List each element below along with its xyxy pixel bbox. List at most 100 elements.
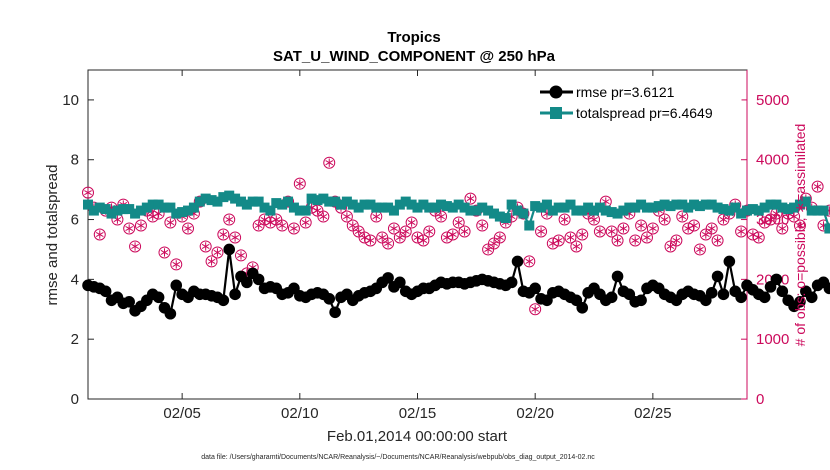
y-axis-left-label: rmse and totalspread — [44, 165, 61, 306]
obs-possible-marker — [564, 231, 577, 244]
obs-point — [788, 210, 801, 223]
totalspread-point — [630, 202, 641, 213]
totalspread-point — [418, 199, 429, 210]
obs-possible-marker — [317, 210, 330, 223]
totalspread-point — [265, 205, 276, 216]
obs-possible-marker — [793, 219, 806, 232]
rmse-point — [382, 272, 394, 284]
obs-point — [134, 219, 147, 232]
obs-assimilated-asterisk — [554, 237, 563, 244]
totalspread-point — [783, 204, 794, 215]
obs-assimilated-asterisk — [672, 237, 681, 244]
obs-possible-marker — [735, 225, 748, 238]
obs-point — [435, 210, 448, 223]
obs-possible-marker — [693, 243, 706, 256]
obs-possible-marker — [705, 222, 718, 235]
totalspread-point — [624, 202, 635, 213]
totalspread-point — [559, 202, 570, 213]
obs-point — [164, 216, 177, 229]
obs-assimilated-asterisk — [231, 234, 239, 241]
totalspread-point — [336, 199, 347, 210]
totalspread-point — [724, 205, 735, 216]
rmse-point — [823, 282, 830, 295]
obs-point — [558, 213, 571, 226]
totalspread-point — [718, 204, 729, 215]
obs-point — [405, 216, 418, 229]
obs-assimilated-asterisk — [495, 234, 504, 241]
obs-assimilated-asterisk — [772, 211, 781, 217]
obs-point — [423, 225, 436, 238]
totalspread-point — [212, 196, 223, 207]
totalspread-point — [653, 201, 664, 212]
totalspread-point — [524, 220, 535, 231]
obs-possible-marker — [276, 219, 289, 232]
obs-possible-marker — [711, 234, 724, 247]
obs-assimilated-asterisk — [184, 225, 192, 232]
totalspread-point — [259, 202, 270, 213]
totalspread-point — [312, 195, 323, 206]
totalspread-point — [700, 199, 711, 210]
obs-possible-marker — [293, 177, 306, 190]
obs-assimilated-asterisk — [813, 184, 822, 190]
rmse-point — [511, 255, 524, 268]
obs-possible-marker — [93, 228, 106, 241]
totalspread-point — [641, 202, 652, 213]
obs-assimilated-asterisk — [484, 246, 492, 252]
totalspread-point — [188, 202, 199, 213]
obs-assimilated-asterisk — [643, 234, 651, 241]
obs-assimilated-asterisk — [778, 225, 787, 232]
totalspread-point — [730, 202, 741, 213]
totalspread-point — [759, 202, 770, 213]
chart-title-line1: Tropics — [387, 29, 440, 46]
obs-point — [564, 231, 577, 244]
obs-point — [123, 222, 136, 235]
rmse-point — [794, 295, 806, 308]
obs-possible-marker — [523, 255, 536, 268]
totalspread-point — [235, 196, 246, 207]
y-left-tick-label: 2 — [71, 331, 79, 348]
y-right-tick-label: 5000 — [756, 92, 789, 109]
obs-possible-marker — [611, 234, 624, 247]
totalspread-point — [765, 199, 776, 210]
obs-assimilated-asterisk — [343, 214, 351, 220]
obs-point — [793, 219, 806, 232]
totalspread-point — [747, 204, 758, 215]
totalspread-point — [512, 205, 523, 216]
totalspread-point — [471, 205, 482, 216]
obs-point — [170, 258, 183, 271]
totalspread-point — [553, 202, 564, 213]
obs-possible-marker — [423, 225, 436, 238]
totalspread-point — [341, 196, 352, 207]
obs-possible-marker — [605, 225, 618, 238]
obs-possible-marker — [134, 219, 147, 232]
obs-assimilated-asterisk — [631, 237, 640, 244]
obs-assimilated-asterisk — [401, 228, 410, 235]
totalspread-point — [406, 199, 417, 210]
legend: rmse pr=3.6121 totalspread pr=6.4649 — [532, 76, 742, 126]
rmse-point — [123, 295, 135, 308]
y-right-tick-label: 4000 — [756, 152, 789, 169]
x-tick-label: 02/05 — [163, 405, 201, 422]
x-tick-label: 02/10 — [281, 405, 319, 422]
legend-spread-marker — [550, 107, 562, 119]
totalspread-point — [612, 208, 623, 219]
totalspread-point — [353, 202, 364, 213]
totalspread-point — [183, 205, 194, 216]
obs-possible-marker — [82, 186, 94, 199]
obs-point — [234, 249, 247, 262]
rmse-point — [329, 306, 341, 319]
obs-assimilated-asterisk — [701, 231, 710, 238]
totalspread-point — [230, 193, 241, 204]
obs-assimilated-asterisk — [531, 306, 540, 312]
totalspread-point — [536, 202, 547, 213]
obs-point — [635, 219, 648, 232]
obs-point — [811, 180, 824, 193]
totalspread-point — [583, 202, 594, 213]
totalspread-point — [706, 199, 717, 210]
obs-possible-marker — [552, 234, 565, 247]
totalspread-point — [400, 196, 411, 207]
rmse-point — [505, 276, 518, 289]
x-tick-label: 02/15 — [399, 405, 437, 422]
totalspread-point — [124, 204, 135, 215]
rmse-point — [252, 273, 265, 286]
